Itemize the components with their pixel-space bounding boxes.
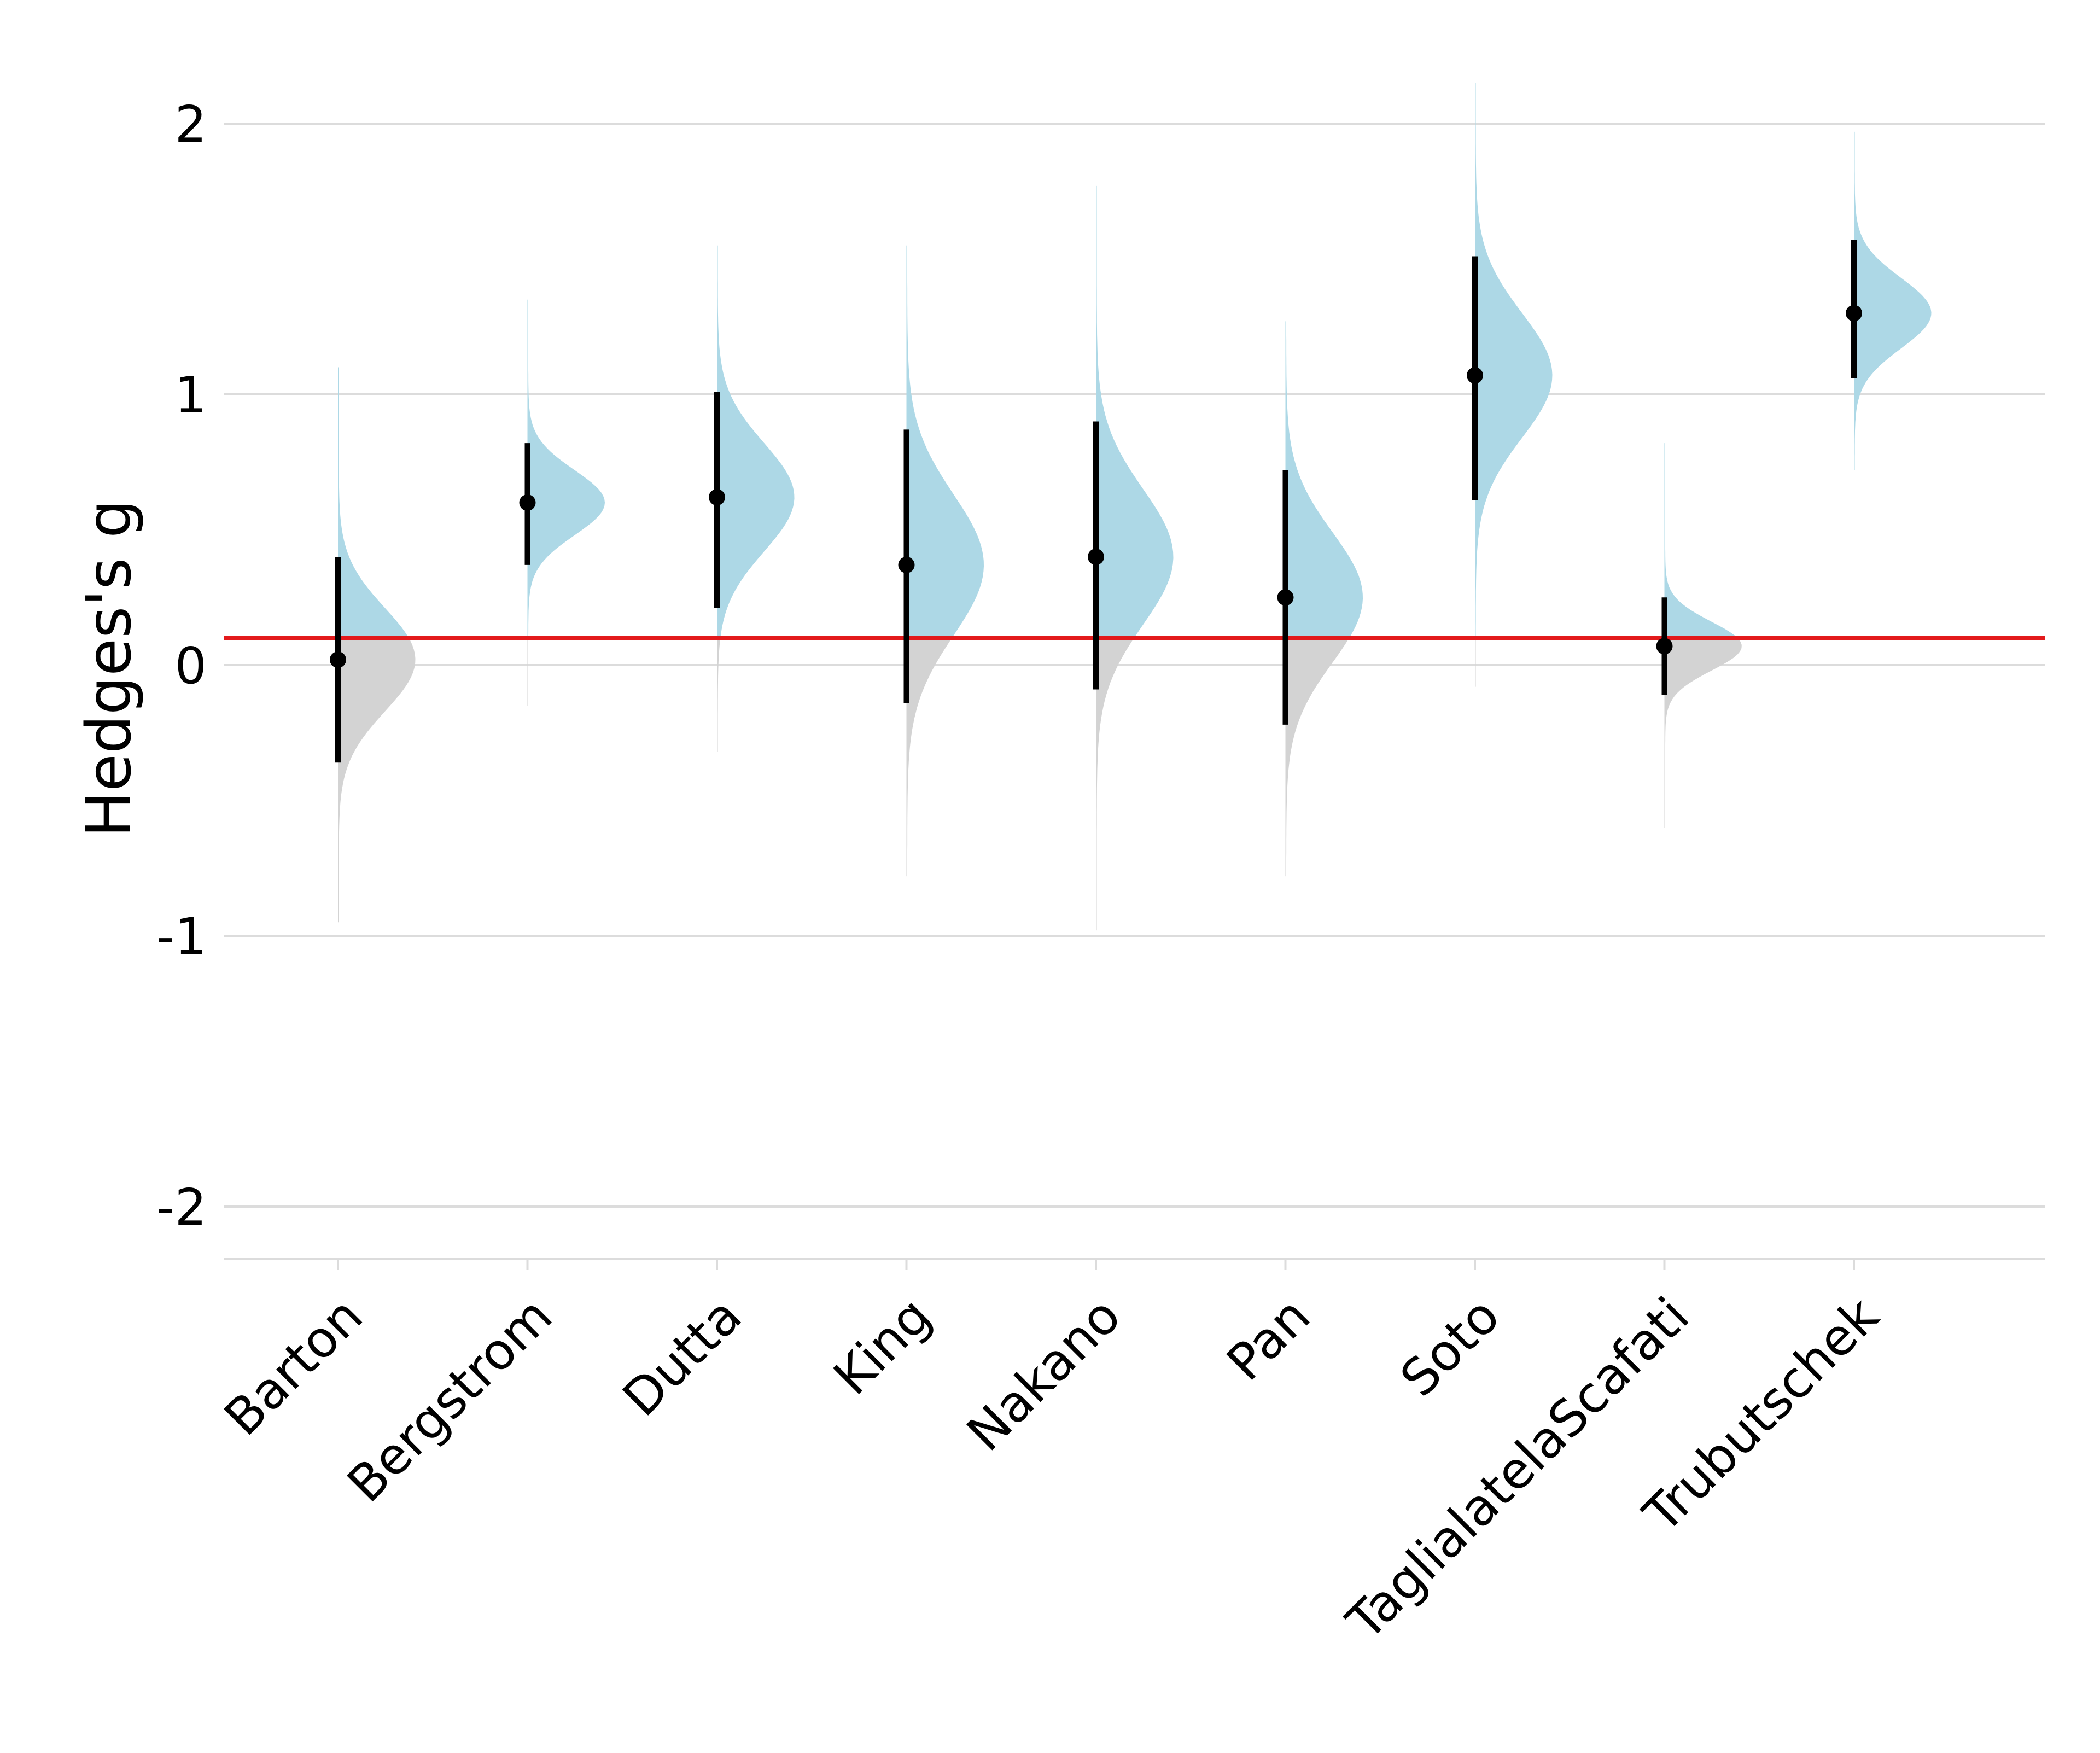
- violin-dutta: [717, 245, 795, 752]
- y-tick-label: -1: [156, 907, 207, 966]
- violin-lower-half: [717, 638, 721, 752]
- x-tick-label: King: [822, 1286, 942, 1406]
- estimate-point: [709, 489, 725, 506]
- estimate-point: [519, 494, 536, 511]
- estimate-point: [1088, 549, 1104, 565]
- y-tick-label: 2: [174, 95, 207, 154]
- x-tick-label: Pan: [1216, 1286, 1321, 1392]
- violin-lower-half: [1096, 638, 1134, 931]
- violin-soto: [1475, 83, 1553, 687]
- estimate-point: [898, 556, 915, 573]
- violin-trubutschek: [1854, 131, 1932, 470]
- x-tick-label: Barton: [213, 1286, 374, 1447]
- estimate-point: [1277, 589, 1294, 606]
- violin-lower-half: [1475, 638, 1476, 687]
- violin-barton: [338, 367, 416, 923]
- y-tick-label: -2: [156, 1178, 207, 1237]
- violin-upper-half: [717, 245, 795, 638]
- violin-upper-half: [1096, 185, 1174, 638]
- violin-upper-half: [338, 367, 409, 638]
- y-tick-label: 0: [174, 637, 207, 695]
- estimate-point: [1467, 367, 1483, 384]
- violin-lower-half: [906, 638, 952, 877]
- violin-upper-half: [1475, 83, 1553, 638]
- x-tick-label: Dutta: [612, 1286, 753, 1428]
- violin-lower-half: [1664, 638, 1742, 828]
- violin-bergstrom: [527, 299, 605, 706]
- violin-upper-half: [906, 245, 984, 638]
- violin-lower-half: [1285, 638, 1350, 877]
- y-axis-title: Hedges's g: [74, 499, 145, 837]
- grid-layer: [224, 123, 2045, 1208]
- x-tick-label: TaglialatelaScafati: [1335, 1286, 1700, 1651]
- estimate-point: [330, 651, 346, 668]
- violin-lower-half: [338, 638, 416, 923]
- violin-pan: [1285, 321, 1363, 877]
- x-tick-label: Bergstrom: [336, 1286, 563, 1513]
- x-tick-label: Nakano: [956, 1286, 1132, 1463]
- estimate-point: [1656, 638, 1673, 655]
- violin-lower-half: [527, 638, 528, 706]
- ci-layer: [330, 240, 1862, 763]
- violin-upper-half: [1664, 443, 1738, 638]
- violin-nakano: [1096, 185, 1174, 931]
- violin-upper-half: [527, 299, 605, 638]
- violin-king: [906, 245, 984, 877]
- violin-upper-half: [1285, 321, 1363, 638]
- violin-layer: [338, 83, 1932, 931]
- estimate-point: [1846, 305, 1862, 322]
- violin-upper-half: [1854, 131, 1932, 470]
- x-tick-label: Soto: [1389, 1286, 1510, 1408]
- y-tick-label: 1: [174, 366, 207, 424]
- violin-taglialatelascafati: [1664, 443, 1742, 828]
